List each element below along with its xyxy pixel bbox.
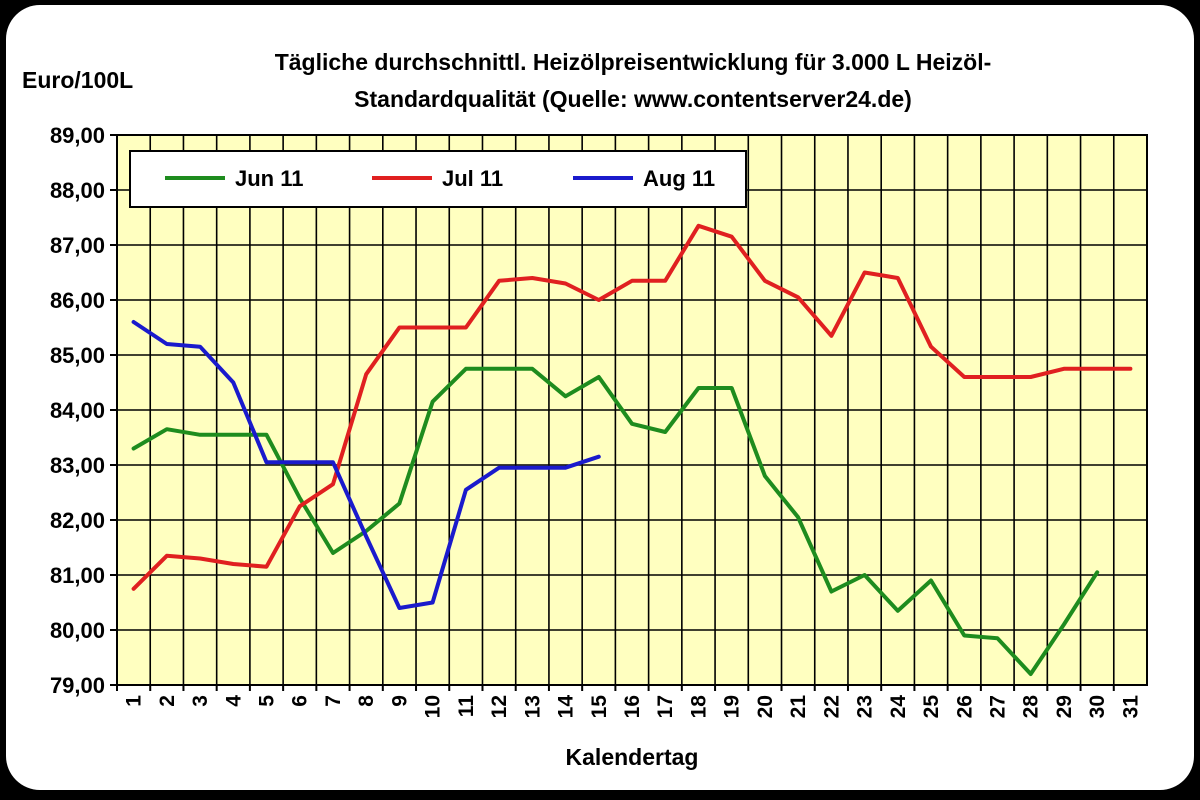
legend-box xyxy=(129,150,747,208)
x-tick-label: 15 xyxy=(588,695,611,719)
y-tick-label: 79,00 xyxy=(50,673,105,698)
x-tick-label: 7 xyxy=(322,695,345,707)
x-tick-label: 26 xyxy=(953,695,976,718)
x-tick-label: 13 xyxy=(521,695,544,718)
grid-horizontal xyxy=(110,134,1147,691)
x-tick-label: 5 xyxy=(256,695,279,707)
y-tick-label: 85,00 xyxy=(50,343,105,368)
x-tick-label: 19 xyxy=(721,695,744,718)
legend: Jun 11 Jul 11 Aug 11 xyxy=(129,150,747,208)
x-tick-label: 12 xyxy=(488,695,511,718)
x-tick-label: 17 xyxy=(654,695,677,718)
x-tick-label: 20 xyxy=(754,695,777,718)
x-tick-label: 24 xyxy=(887,695,910,719)
x-tick-label: 25 xyxy=(920,695,943,719)
x-tick-label: 3 xyxy=(189,695,212,707)
x-axis-label: Kalendertag xyxy=(566,744,699,770)
y-tick-label: 87,00 xyxy=(50,233,105,258)
y-axis-label: Euro/100L xyxy=(22,67,133,93)
x-tick-label: 14 xyxy=(555,695,578,719)
x-tick-label: 1 xyxy=(123,695,146,707)
y-tick-label: 89,00 xyxy=(50,123,105,148)
y-tick-label: 80,00 xyxy=(50,618,105,643)
x-tick-label: 6 xyxy=(289,695,312,707)
x-tick-label: 8 xyxy=(355,695,378,707)
x-tick-label: 9 xyxy=(388,695,411,707)
x-tick-label: 10 xyxy=(422,695,445,718)
x-tick-label: 11 xyxy=(455,695,478,718)
chart-title-line1: Tägliche durchschnittl. Heizölpreisentwi… xyxy=(275,49,992,75)
x-tick-labels: 1 2 3 4 5 6 7 8 9 10 11 12 13 14 15 16 17 18 19 20 21 22 23 24 2… xyxy=(123,695,1143,719)
y-tick-labels: 89,00 88,00 87,00 86,00 85,00 84,00 83,00 82,00… xyxy=(50,123,105,698)
chart-title-line2: Standardqualität (Quelle: www.contentser… xyxy=(354,86,912,112)
x-tick-label: 23 xyxy=(854,695,877,718)
series-line-jun-11 xyxy=(131,366,1100,676)
y-tick-label: 84,00 xyxy=(50,398,105,423)
x-tick-label: 4 xyxy=(222,695,245,707)
legend-label-jul: Jul 11 xyxy=(442,166,503,191)
y-tick-label: 83,00 xyxy=(50,453,105,478)
x-tick-label: 2 xyxy=(156,695,179,707)
x-tick-label: 18 xyxy=(687,695,710,719)
x-tick-label: 30 xyxy=(1086,695,1109,718)
series-line-aug-11 xyxy=(131,320,601,610)
x-tick-label: 28 xyxy=(1020,695,1043,719)
y-tick-label: 86,00 xyxy=(50,288,105,313)
x-tick-label: 27 xyxy=(986,695,1009,718)
x-tick-label: 31 xyxy=(1119,695,1142,719)
y-tick-label: 88,00 xyxy=(50,178,105,203)
legend-label-jun: Jun 11 xyxy=(235,166,303,191)
x-tick-label: 21 xyxy=(787,695,810,719)
series-line-jul-11 xyxy=(131,223,1133,591)
x-tick-label: 22 xyxy=(820,695,843,718)
x-tick-label: 16 xyxy=(621,695,644,718)
legend-label-aug: Aug 11 xyxy=(643,166,715,191)
y-tick-label: 82,00 xyxy=(50,508,105,533)
series-lines xyxy=(131,223,1133,676)
y-tick-label: 81,00 xyxy=(50,563,105,588)
x-tick-label: 29 xyxy=(1053,695,1076,718)
